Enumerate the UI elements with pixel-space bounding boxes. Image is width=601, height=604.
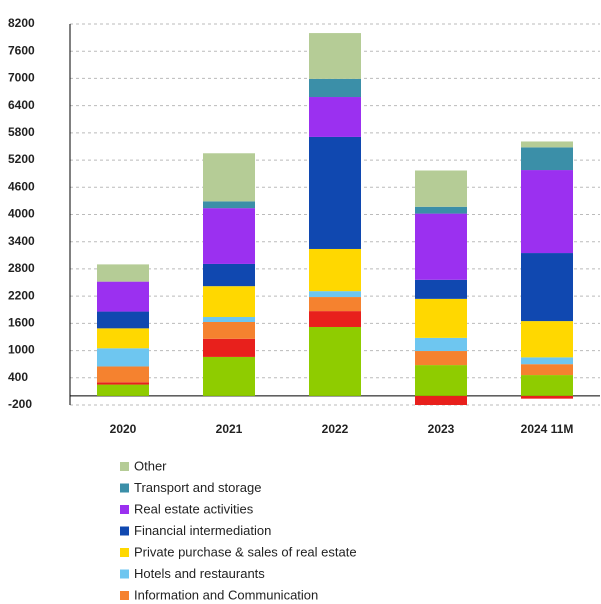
bar-segment bbox=[203, 356, 255, 396]
bar-segment bbox=[309, 97, 361, 137]
bar-segment bbox=[415, 337, 467, 352]
x-tick-label: 2021 bbox=[216, 422, 243, 436]
legend-label: Private purchase & sales of real estate bbox=[134, 544, 357, 559]
x-tick-label: 2022 bbox=[322, 422, 349, 436]
y-tick-label: 7600 bbox=[8, 43, 35, 57]
bar-segment bbox=[203, 286, 255, 318]
legend-label: Real estate activities bbox=[134, 501, 254, 516]
legend-label: Other bbox=[134, 458, 167, 473]
y-tick-label: 4000 bbox=[8, 207, 35, 221]
bar-segment bbox=[309, 291, 361, 298]
bar-segment bbox=[97, 348, 149, 367]
y-tick-label: 6400 bbox=[8, 98, 35, 112]
legend-swatch bbox=[120, 505, 129, 514]
bar-segment bbox=[309, 297, 361, 312]
bar-segment bbox=[521, 375, 573, 396]
bar-segment bbox=[97, 311, 149, 329]
bar-segment bbox=[415, 365, 467, 396]
bar-segment bbox=[309, 326, 361, 396]
y-tick-label: 400 bbox=[8, 370, 28, 384]
bar-segment bbox=[203, 321, 255, 339]
legend-swatch bbox=[120, 526, 129, 536]
y-tick-label: 4600 bbox=[8, 179, 35, 193]
legend-swatch bbox=[120, 591, 129, 600]
bar-segment bbox=[521, 170, 573, 254]
y-tick-label: 8200 bbox=[8, 16, 35, 30]
bar-segment bbox=[203, 208, 255, 264]
legend-label: Transport and storage bbox=[134, 480, 261, 495]
bar-segment bbox=[203, 263, 255, 287]
bar-segment bbox=[415, 395, 467, 405]
y-tick-label: 2800 bbox=[8, 261, 35, 275]
x-tick-label: 2024 11M bbox=[521, 422, 574, 436]
legend-swatch bbox=[120, 569, 129, 579]
bar-segment bbox=[97, 384, 149, 396]
bar-segment bbox=[309, 33, 361, 79]
x-tick-label: 2023 bbox=[428, 422, 455, 436]
y-tick-label: 1000 bbox=[8, 343, 35, 357]
bar-segment bbox=[521, 321, 573, 358]
bar-segment bbox=[415, 351, 467, 366]
x-tick-label: 2020 bbox=[110, 422, 137, 436]
bar-segment bbox=[415, 298, 467, 338]
bar-segment bbox=[97, 366, 149, 383]
bar-segment bbox=[521, 364, 573, 376]
bar-segment bbox=[97, 264, 149, 282]
y-tick-label: 7000 bbox=[8, 71, 35, 85]
bar-segment bbox=[521, 357, 573, 365]
bar-segment bbox=[203, 201, 255, 209]
bar-segment bbox=[415, 279, 467, 299]
bar-segment bbox=[97, 328, 149, 349]
y-tick-label: 1600 bbox=[8, 316, 35, 330]
bar-segment bbox=[309, 248, 361, 292]
y-tick-label: -200 bbox=[8, 397, 32, 411]
y-tick-label: 3400 bbox=[8, 234, 35, 248]
legend-label: Hotels and restaurants bbox=[134, 566, 265, 581]
bar-segment bbox=[309, 311, 361, 327]
bar-segment bbox=[521, 147, 573, 171]
bar-segment bbox=[203, 153, 255, 202]
legend-label: Information and Communication bbox=[134, 587, 318, 602]
bar-segment bbox=[521, 253, 573, 322]
bar-segment bbox=[203, 338, 255, 357]
bar-segment bbox=[521, 395, 573, 399]
y-tick-label: 5200 bbox=[8, 152, 35, 166]
bar-segment bbox=[415, 206, 467, 214]
bar-segment bbox=[521, 141, 573, 148]
legend-swatch bbox=[120, 483, 129, 493]
bar-segment bbox=[415, 170, 467, 207]
bar-segment bbox=[203, 317, 255, 322]
legend-swatch bbox=[120, 462, 129, 471]
legend-label: Financial intermediation bbox=[134, 523, 271, 538]
y-tick-label: 5800 bbox=[8, 125, 35, 139]
bar-segment bbox=[415, 213, 467, 280]
bar-segment bbox=[97, 382, 149, 385]
y-tick-label: 2200 bbox=[8, 288, 35, 302]
legend-swatch bbox=[120, 548, 129, 557]
bar-segment bbox=[309, 78, 361, 98]
bar-segment bbox=[309, 136, 361, 249]
bar-segment bbox=[97, 281, 149, 312]
